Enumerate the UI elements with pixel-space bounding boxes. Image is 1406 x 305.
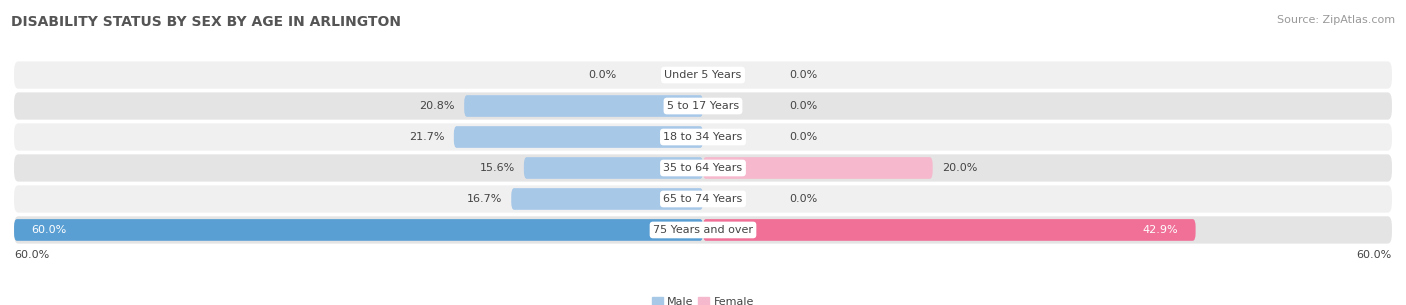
Text: 0.0%: 0.0% [789, 194, 817, 204]
FancyBboxPatch shape [14, 61, 1392, 89]
Text: Source: ZipAtlas.com: Source: ZipAtlas.com [1277, 15, 1395, 25]
Text: 20.0%: 20.0% [942, 163, 977, 173]
Text: 0.0%: 0.0% [789, 132, 817, 142]
Text: 60.0%: 60.0% [31, 225, 66, 235]
FancyBboxPatch shape [512, 188, 703, 210]
Text: 60.0%: 60.0% [14, 250, 49, 260]
Text: 20.8%: 20.8% [419, 101, 456, 111]
FancyBboxPatch shape [464, 95, 703, 117]
FancyBboxPatch shape [14, 124, 1392, 151]
Legend: Male, Female: Male, Female [652, 297, 754, 305]
Text: 5 to 17 Years: 5 to 17 Years [666, 101, 740, 111]
Text: 65 to 74 Years: 65 to 74 Years [664, 194, 742, 204]
Text: 0.0%: 0.0% [589, 70, 617, 80]
Text: 0.0%: 0.0% [789, 70, 817, 80]
FancyBboxPatch shape [703, 157, 932, 179]
Text: 75 Years and over: 75 Years and over [652, 225, 754, 235]
FancyBboxPatch shape [524, 157, 703, 179]
Text: 35 to 64 Years: 35 to 64 Years [664, 163, 742, 173]
Text: 16.7%: 16.7% [467, 194, 502, 204]
FancyBboxPatch shape [14, 185, 1392, 213]
Text: 42.9%: 42.9% [1143, 225, 1178, 235]
Text: DISABILITY STATUS BY SEX BY AGE IN ARLINGTON: DISABILITY STATUS BY SEX BY AGE IN ARLIN… [11, 15, 401, 29]
FancyBboxPatch shape [14, 219, 703, 241]
FancyBboxPatch shape [14, 92, 1392, 120]
Text: 21.7%: 21.7% [409, 132, 444, 142]
FancyBboxPatch shape [14, 216, 1392, 244]
Text: 0.0%: 0.0% [789, 101, 817, 111]
FancyBboxPatch shape [14, 154, 1392, 181]
Text: 18 to 34 Years: 18 to 34 Years [664, 132, 742, 142]
FancyBboxPatch shape [703, 219, 1195, 241]
FancyBboxPatch shape [454, 126, 703, 148]
Text: Under 5 Years: Under 5 Years [665, 70, 741, 80]
Text: 60.0%: 60.0% [1357, 250, 1392, 260]
Text: 15.6%: 15.6% [479, 163, 515, 173]
